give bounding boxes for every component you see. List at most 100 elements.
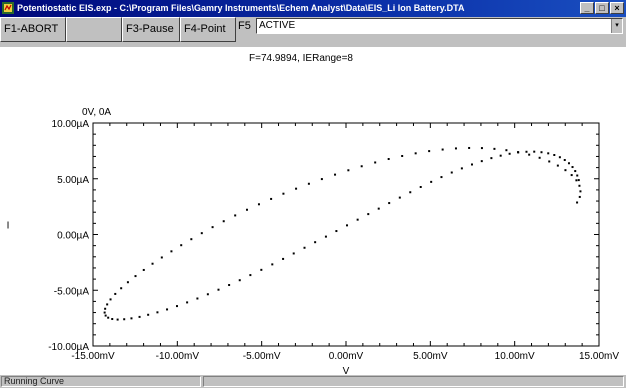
data-point — [460, 167, 463, 170]
data-point — [468, 146, 471, 149]
data-point — [553, 154, 556, 157]
data-point — [142, 268, 145, 271]
data-point — [567, 162, 570, 165]
data-point — [147, 313, 150, 316]
cursor-readout: 0V, 0A — [82, 107, 111, 118]
data-point — [576, 201, 579, 204]
data-point — [196, 297, 199, 300]
data-point — [564, 169, 567, 172]
data-point — [517, 151, 520, 154]
x-axis-label: V — [343, 366, 350, 374]
status-message: Running Curve — [1, 376, 201, 387]
x-tick-label: 0.00mV — [329, 351, 364, 362]
data-point — [428, 150, 431, 153]
data-point — [211, 226, 214, 229]
data-point — [295, 187, 298, 190]
data-point — [111, 318, 114, 321]
data-point — [540, 151, 543, 154]
app-icon — [2, 2, 14, 14]
data-point — [114, 292, 117, 295]
data-point — [103, 311, 106, 314]
data-point — [260, 268, 263, 271]
data-point — [180, 244, 183, 247]
x-tick-label: -15.00mV — [71, 351, 115, 362]
data-point — [414, 152, 417, 155]
data-point — [104, 307, 107, 310]
data-point — [419, 186, 422, 189]
close-button[interactable]: × — [610, 2, 624, 14]
data-point — [470, 163, 473, 166]
data-point — [106, 303, 109, 306]
data-point — [441, 148, 444, 151]
data-point — [200, 232, 203, 235]
data-point — [499, 154, 502, 157]
f2-empty-button[interactable] — [66, 17, 122, 42]
data-point — [440, 176, 443, 179]
x-tick-label: 15.00mV — [579, 351, 619, 362]
eis-lissajous-chart: F=74.9894, IERange=8 0V, 0A -15.00mV -10.… — [7, 53, 620, 377]
data-point — [320, 178, 323, 181]
f3-pause-button[interactable]: F3-Pause — [122, 17, 180, 42]
f4-point-button[interactable]: F4-Point — [180, 17, 236, 42]
dropdown-arrow-icon[interactable]: ▾ — [611, 19, 622, 33]
data-point — [401, 155, 404, 158]
data-point — [175, 305, 178, 308]
data-point — [548, 160, 551, 163]
data-point — [109, 298, 112, 301]
data-point — [398, 196, 401, 199]
f5-label: F5 — [238, 20, 251, 32]
data-point — [156, 311, 159, 314]
data-point — [151, 262, 154, 265]
data-point — [528, 153, 531, 156]
y-tick-label: -5.00µA — [54, 286, 90, 297]
data-point — [206, 293, 209, 296]
data-point — [346, 224, 349, 227]
x-tick-label: 5.00mV — [413, 351, 448, 362]
data-point — [222, 220, 225, 223]
data-point — [234, 214, 237, 217]
window-title: Potentiostatic EIS.exp - C:\Program File… — [17, 3, 465, 13]
data-point — [356, 218, 359, 221]
data-point — [493, 147, 496, 150]
data-point — [116, 318, 119, 321]
y-tick-label: 5.00µA — [57, 175, 89, 186]
data-point — [374, 161, 377, 164]
data-point — [334, 173, 337, 176]
data-point — [388, 202, 391, 205]
data-point — [505, 149, 508, 152]
data-point — [270, 197, 273, 200]
data-point — [576, 174, 579, 177]
data-point — [126, 281, 129, 284]
data-point — [120, 287, 123, 290]
data-point — [170, 250, 173, 253]
data-point — [538, 156, 541, 159]
data-point — [571, 166, 574, 169]
data-point — [547, 152, 550, 155]
run-status-field[interactable]: ACTIVE ▾ — [256, 18, 623, 34]
data-point — [377, 207, 380, 210]
f1-abort-button[interactable]: F1-ABORT — [0, 17, 66, 42]
data-point — [335, 230, 338, 233]
data-point — [217, 288, 220, 291]
data-point — [271, 263, 274, 266]
data-point — [138, 315, 141, 318]
run-status-text: ACTIVE — [259, 20, 296, 31]
data-point — [104, 314, 107, 317]
maximize-button[interactable]: □ — [595, 2, 609, 14]
plot-area: F=74.9894, IERange=8 0V, 0A -15.00mV -10.… — [0, 47, 626, 377]
data-point — [324, 235, 327, 238]
data-point — [347, 169, 350, 172]
data-point — [245, 208, 248, 211]
data-point — [314, 241, 317, 244]
data-point — [387, 158, 390, 161]
data-point — [579, 190, 582, 193]
data-point — [574, 170, 577, 173]
minimize-button[interactable]: _ — [580, 2, 594, 14]
data-point — [190, 238, 193, 241]
data-point — [123, 318, 126, 321]
function-key-toolbar: F1-ABORT F3-Pause F4-Point F5 ACTIVE ▾ — [0, 17, 626, 47]
data-point — [450, 171, 453, 174]
data-point — [480, 147, 483, 150]
data-point — [570, 174, 573, 177]
plot-frame — [92, 122, 600, 347]
